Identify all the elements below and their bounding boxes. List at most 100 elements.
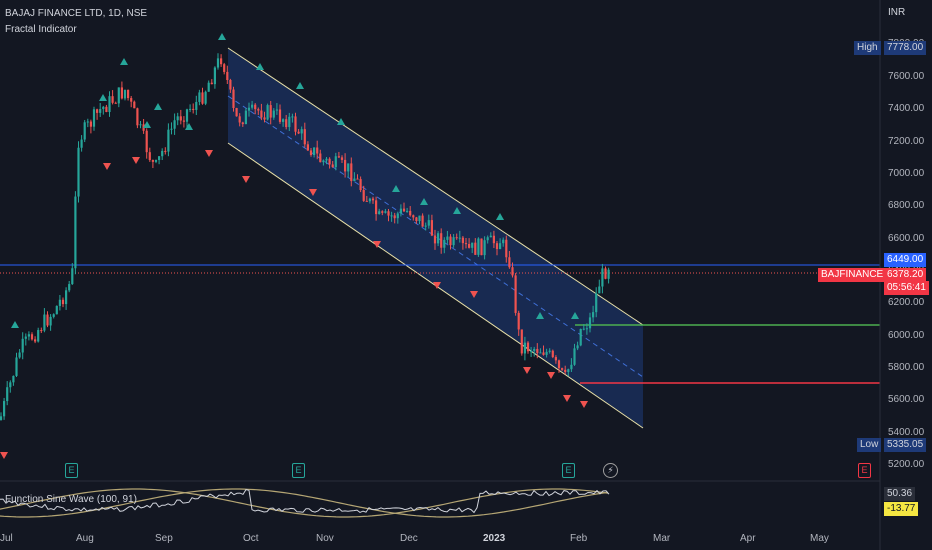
price-axis-tick: 5600.00 xyxy=(888,394,925,405)
candle-body xyxy=(282,119,285,122)
candle-body xyxy=(517,312,520,330)
fractal-down-marker xyxy=(132,157,140,164)
candle-body xyxy=(99,109,102,113)
candle-body xyxy=(18,352,21,358)
candle-body xyxy=(371,198,375,201)
fractal-up-marker xyxy=(185,123,193,130)
low-value: 5335.05 xyxy=(884,438,927,452)
earnings-icon[interactable]: E xyxy=(65,463,78,478)
candle-body xyxy=(477,238,480,255)
earnings-icon[interactable]: E xyxy=(858,463,871,478)
time-axis-tick: Dec xyxy=(400,533,418,544)
candle-body xyxy=(567,369,570,373)
fractal-up-marker xyxy=(120,58,128,65)
candle-body xyxy=(179,116,182,121)
candle-body xyxy=(52,314,55,317)
candle-body xyxy=(34,339,37,342)
candle-body xyxy=(576,345,579,349)
candle-body xyxy=(406,210,409,212)
candle-body xyxy=(520,329,523,354)
last-value-tag: 6449.00 xyxy=(884,253,927,267)
candle-body xyxy=(300,129,303,134)
candle-body xyxy=(607,269,610,279)
candle-body xyxy=(275,109,278,111)
candle-body xyxy=(585,328,588,330)
candle-body xyxy=(257,109,260,111)
candle-body xyxy=(390,215,393,217)
candle-body xyxy=(443,239,446,248)
candle-body xyxy=(598,286,601,294)
high-label: High xyxy=(854,41,881,55)
candle-body xyxy=(334,156,337,168)
candle-body xyxy=(446,236,449,240)
price-axis-tick: 6000.00 xyxy=(888,330,925,341)
candle-body xyxy=(337,156,340,158)
fractal-up-marker xyxy=(154,103,162,110)
candle-body xyxy=(306,144,309,151)
current-price-tag: 6378.20 xyxy=(884,268,927,282)
candle-body xyxy=(291,116,294,118)
candle-body xyxy=(12,375,15,383)
fractal-up-marker xyxy=(337,118,345,125)
candle-body xyxy=(378,211,381,215)
earnings-icon[interactable]: E xyxy=(562,463,575,478)
candle-body xyxy=(387,211,390,216)
symbol-title[interactable]: BAJAJ FINANCE LTD, 1D, NSE xyxy=(5,8,148,19)
candle-body xyxy=(92,109,96,127)
candle-body xyxy=(58,299,61,306)
price-axis-tick: 6200.00 xyxy=(888,297,925,308)
candle-body xyxy=(189,108,192,110)
candle-body xyxy=(523,342,526,354)
fractal-up-marker xyxy=(420,198,428,205)
candle-body xyxy=(418,215,421,222)
time-axis-tick: Aug xyxy=(76,533,94,544)
candle-body xyxy=(226,71,229,81)
candle-body xyxy=(213,67,216,85)
candle-body xyxy=(173,120,176,129)
candle-body xyxy=(514,275,517,313)
oscillator-title[interactable]: Function Sine Wave (100, 91) xyxy=(5,494,137,505)
candle-body xyxy=(340,157,344,160)
candle-body xyxy=(229,80,232,90)
earnings-icon[interactable]: E xyxy=(292,463,305,478)
candle-body xyxy=(3,401,6,417)
candle-body xyxy=(396,213,399,219)
fractal-up-marker xyxy=(256,63,264,70)
candle-body xyxy=(145,130,148,153)
candle-body xyxy=(195,101,198,110)
candle-body xyxy=(362,190,365,201)
currency-label[interactable]: INR xyxy=(888,7,906,18)
candle-body xyxy=(468,243,471,248)
candle-body xyxy=(201,92,204,104)
candle-body xyxy=(40,330,43,332)
candle-body xyxy=(595,293,598,313)
countdown-tag: 05:56:41 xyxy=(884,281,929,295)
symbol-tag[interactable]: BAJFINANCE xyxy=(818,268,887,282)
candle-body xyxy=(297,131,300,134)
candle-body xyxy=(170,128,173,130)
candle-body xyxy=(161,150,164,157)
candle-body xyxy=(68,284,71,291)
fractal-up-marker xyxy=(536,312,544,319)
candle-body xyxy=(511,267,514,276)
candle-body xyxy=(43,314,46,331)
candle-body xyxy=(148,152,151,161)
candle-body xyxy=(204,91,207,104)
candle-body xyxy=(77,147,80,197)
candle-body xyxy=(551,350,554,358)
candle-body xyxy=(344,159,347,172)
candle-body xyxy=(266,105,269,120)
candle-body xyxy=(27,334,30,337)
channel-mid-line[interactable] xyxy=(227,95,644,378)
indicator-title[interactable]: Fractal Indicator xyxy=(5,24,77,35)
time-axis-tick: May xyxy=(810,533,829,544)
fractal-up-marker xyxy=(453,207,461,214)
fractal-down-marker xyxy=(373,241,381,248)
dividend-lightning-icon[interactable]: ⚡ xyxy=(603,463,618,478)
candle-body xyxy=(561,368,564,370)
channel-upper-line[interactable] xyxy=(227,47,644,326)
candle-body xyxy=(49,316,52,326)
candle-body xyxy=(37,330,40,342)
candle-body xyxy=(120,87,123,99)
